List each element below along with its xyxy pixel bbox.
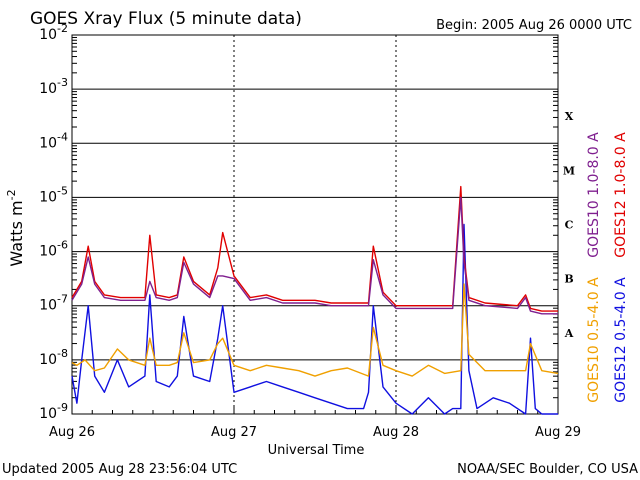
series-goes12-1-0-8-0-a [71, 185, 558, 312]
legend-entry: GOES10 1.0-8.0 A [586, 132, 602, 258]
legend-entry: GOES12 1.0-8.0 A [613, 132, 629, 258]
series-goes10-0-5-4-0-a [71, 283, 559, 377]
x-tick-label: Aug 28 [373, 425, 419, 440]
x-tick-label: Aug 26 [49, 425, 95, 440]
gridlines [72, 35, 558, 414]
x-tick-label: Aug 29 [535, 425, 581, 440]
y-tick-labels: 10-2 10-3 10-4 10-5 10-6 10-7 10-8 10-9 [39, 22, 68, 422]
y-axis-label: Watts m-2 [5, 189, 26, 266]
y-tick-label: 10-2 [39, 22, 68, 43]
flare-class-labels: X M C B A [563, 110, 575, 340]
y-tick-label: 10-7 [39, 293, 68, 314]
flare-class-label: C [565, 219, 574, 232]
series-goes12-0-5-4-0-a [71, 223, 558, 415]
x-tick-label: Aug 27 [211, 425, 257, 440]
y-tick-label: 10-5 [39, 184, 68, 205]
y-tick-label: 10-6 [39, 239, 68, 260]
y-tick-label: 10-9 [39, 401, 68, 422]
legend-entry: GOES10 0.5-4.0 A [586, 277, 602, 403]
plot-frame [71, 34, 559, 415]
begin-label: Begin: 2005 Aug 26 0000 UTC [436, 18, 632, 33]
minor-ticks [71, 36, 559, 414]
series-layer [71, 185, 559, 415]
x-tick-labels: Aug 26 Aug 27 Aug 28 Aug 29 [49, 425, 581, 440]
chart-title: GOES Xray Flux (5 minute data) [30, 9, 302, 29]
series-goes10-1-0-8-0-a [71, 196, 558, 315]
y-tick-label: 10-3 [39, 76, 68, 97]
legend-entry: GOES12 0.5-4.0 A [613, 277, 629, 403]
updated-timestamp: Updated 2005 Aug 28 23:56:04 UTC [2, 462, 237, 477]
flare-class-label: X [565, 110, 574, 123]
flare-class-label: B [564, 273, 573, 286]
flare-class-label: M [563, 164, 575, 177]
x-axis-label: Universal Time [268, 443, 365, 458]
credit-label: NOAA/SEC Boulder, CO USA [457, 462, 638, 477]
flare-class-label: A [564, 327, 574, 340]
legend: GOES10 1.0-8.0 A GOES12 1.0-8.0 A GOES10 0… [586, 132, 629, 403]
y-tick-label: 10-8 [39, 347, 68, 368]
y-tick-label: 10-4 [39, 130, 68, 151]
